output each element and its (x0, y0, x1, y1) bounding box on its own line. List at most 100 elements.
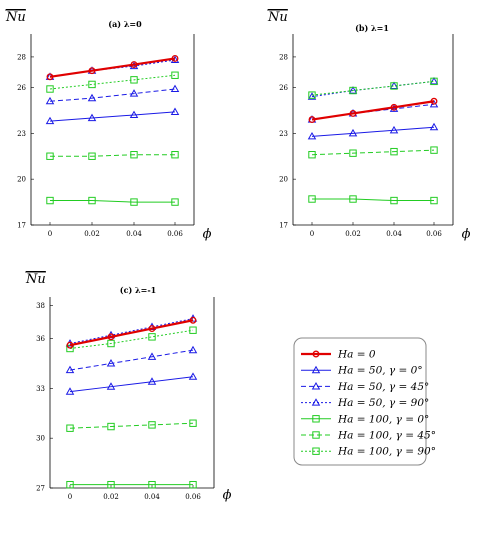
panel-b-series-6-point (430, 77, 438, 86)
panel-b-series-5-point (308, 151, 316, 159)
panel-c-series-4 (66, 480, 197, 489)
panel-a-series-4-point (88, 196, 96, 205)
panel-c-y-tick-label: 33 (36, 385, 45, 393)
panel-c-series-2-line (69, 349, 194, 371)
panel-b-series-1-point (307, 131, 317, 140)
panel-b-series-6 (308, 77, 438, 99)
panel-a-x-tick-label: 0.04 (126, 230, 142, 238)
panel-b-series-4-point (390, 196, 398, 205)
panel-c-series-4-point (66, 480, 74, 489)
panel-b-series-1-point (348, 128, 358, 137)
legend-entry-3: Ha = 50, γ = 90° (301, 397, 429, 409)
panel-c-y-tick-label: 38 (36, 302, 45, 310)
panel-a-series-6-line (49, 74, 176, 90)
panel-b-x-tick-label: 0.06 (426, 230, 442, 238)
legend-entry-0-label: Ha = 0 (337, 349, 376, 361)
panel-a-y-tick-label: 26 (17, 84, 26, 92)
legend-entry-5: Ha = 100, γ = 45° (301, 430, 436, 442)
panel-a-y-tick-label: 28 (17, 53, 26, 61)
legend-entry-1-marker (311, 365, 321, 374)
panel-b-series-0 (308, 97, 438, 124)
panel-b-series-1-point (429, 122, 439, 131)
panel-b-y-label: Nu (267, 10, 288, 25)
panel-c-series-4-point (189, 480, 197, 489)
panel-b-x-tick-label: 0.04 (386, 230, 402, 238)
panel-b-series-6-line (311, 80, 435, 96)
panel-b-series-0-line (311, 100, 435, 121)
panel-b-series-5-point (390, 147, 398, 156)
panel-b-series-3-line (311, 80, 435, 98)
panel-a-series-0-point (46, 73, 54, 81)
panel-a-series-6-point (46, 85, 54, 93)
panel-a-series-5 (46, 151, 179, 160)
panel-b-series-3-point (348, 86, 358, 94)
panel-a-series-2-point (129, 89, 139, 97)
panel-c-series-6-point (189, 326, 197, 334)
panel-b-y-tick-label: 23 (279, 130, 288, 138)
panel-b-series-6-point (308, 91, 316, 99)
panel-c-series-0-line (69, 319, 194, 347)
panel-c-x-tick-label: 0.02 (103, 493, 119, 501)
panel-b-x-label: ϕ (462, 227, 471, 242)
panel-a-series-0-point (88, 67, 96, 75)
legend: Ha = 0 Ha = 50, γ = 0° Ha = 50, γ = 45° Ha … (293, 337, 436, 466)
panel-a-series-1-point (45, 116, 55, 125)
panel-b-y-tick-label: 28 (279, 53, 288, 61)
panel-a-series-6 (46, 71, 179, 93)
panel-c-series-1 (65, 372, 198, 395)
panel-a-series-1-point (129, 110, 139, 119)
legend-entry-5-label: Ha = 100, γ = 45° (337, 430, 436, 442)
panel-c-series-5-line (69, 422, 194, 429)
panel-c-x-tick-label: 0.06 (185, 493, 201, 501)
panel-b-series-1 (307, 122, 439, 140)
panel-b-series-0-point (308, 116, 316, 124)
panel-a-series-5-point (171, 151, 179, 159)
panel-a-series-4-line (50, 200, 175, 203)
legend-entry-4: Ha = 100, γ = 0° (301, 413, 429, 425)
panel-b-series-6-point (390, 82, 398, 90)
panel-b-series-0-point (390, 103, 398, 111)
legend-entry-6: Ha = 100, γ = 90° (301, 446, 436, 458)
panel-c-series-1-line (69, 376, 194, 393)
panel-c-series-5-point (107, 422, 115, 431)
panel-a-series-1-line (49, 111, 176, 122)
panel-a-series-0-point (171, 54, 179, 62)
panel-a-series-5-line (50, 154, 175, 157)
panel-c-series-2-point (188, 345, 198, 354)
panel-b-series-6-point (349, 86, 357, 95)
panel-c-series-0-point (66, 341, 74, 349)
panel-a-y-tick-label: 20 (17, 176, 26, 184)
panel-c-series-5-point (189, 419, 197, 427)
panel-a-series-2 (45, 84, 180, 105)
legend-entry-0-marker (312, 350, 320, 358)
panel-c-series-1-point (106, 382, 116, 390)
panel-c-series-3-line (69, 318, 194, 344)
panel-a-series-4 (46, 196, 179, 206)
panel-c-series-1-point (147, 377, 157, 385)
panel-a-series-1 (45, 107, 180, 125)
panel-c-series-4-point (107, 480, 115, 489)
panel-c-series-2-point (147, 352, 157, 360)
panel-a-series-4-point (46, 196, 54, 205)
panel-a-series-4-point (171, 198, 179, 206)
panel-a-title: (a) λ=0 (108, 19, 142, 29)
panel-a-series-0-point (130, 61, 138, 69)
panel-b-y-tick-label: 20 (279, 176, 288, 184)
legend-entry-2: Ha = 50, γ = 45° (301, 381, 429, 393)
legend-entry-6-label: Ha = 100, γ = 90° (337, 446, 436, 458)
panel-a-series-1-point (87, 113, 97, 122)
panel-c-x-tick-label: 0 (68, 493, 72, 501)
panel-c-x-label: ϕ (223, 488, 232, 503)
panel-b-series-4-point (430, 196, 438, 205)
panel-b-x-tick-label: 0.02 (345, 230, 361, 238)
panel-a-series-5-point (46, 152, 54, 160)
panel-c-series-0-point (189, 316, 197, 324)
panel-a-x-tick-label: 0.02 (84, 230, 100, 238)
legend-entry-4-marker (312, 415, 320, 423)
panel-b-y-tick-label: 26 (279, 84, 288, 92)
legend-entry-2-marker (311, 381, 321, 390)
panel-b-y-tick-label: 17 (279, 222, 288, 230)
panel-b-series-5-point (349, 149, 357, 157)
panel-a-series-2-point (170, 84, 180, 93)
